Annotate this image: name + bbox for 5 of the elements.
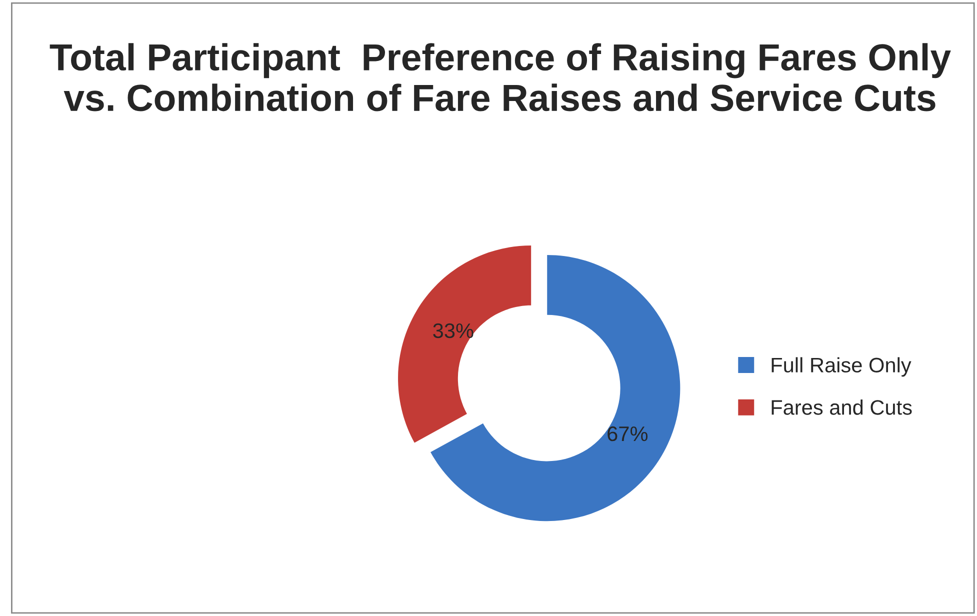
legend-label: Fares and Cuts <box>772 400 912 415</box>
data-label: 67% <box>608 426 648 442</box>
data-label: 33% <box>433 323 474 338</box>
legend-label: Full Raise Only <box>772 357 912 377</box>
chart-title: Total Participant Preference of Raising Fares Only vs. Combination of Fare Raises and Service Cuts <box>50 43 951 112</box>
